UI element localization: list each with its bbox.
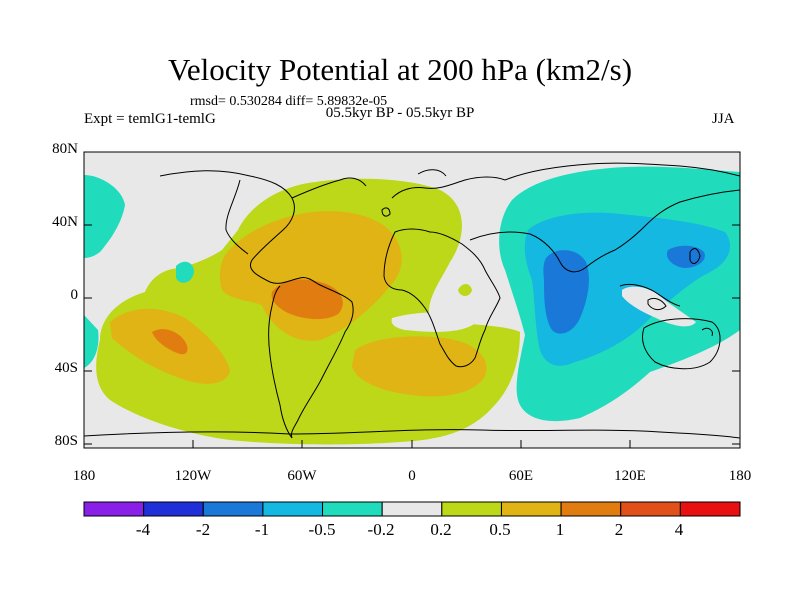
- lon-tick-label: 60W: [287, 468, 317, 484]
- positive-region-arabia: [458, 284, 472, 296]
- negative-region-dateline-north: [84, 175, 125, 258]
- colorbar-box: [143, 501, 204, 517]
- negative-region-north-pacific: [176, 261, 194, 283]
- stats-line: rmsd= 0.530284 diff= 5.89832e-05: [190, 94, 388, 109]
- colorbar-box: [620, 501, 681, 517]
- colorbar: [83, 501, 741, 517]
- lat-tick-label: 80S: [54, 433, 78, 449]
- chart-title: Velocity Potential at 200 hPa (km2/s): [167, 52, 633, 87]
- lat-tick-label: 0: [70, 287, 79, 303]
- colorbar-box: [560, 501, 622, 517]
- lon-tick-label: 0: [408, 468, 416, 484]
- colorbar-box: [202, 501, 264, 517]
- dark-orange-region-amazon: [271, 279, 343, 320]
- lat-tick-label: 40S: [54, 360, 78, 376]
- dark-blue-region-west-pacific: [666, 245, 705, 268]
- negative-region-dateline-south: [84, 315, 99, 368]
- lon-tick-label: 120E: [614, 468, 646, 484]
- colorbar-label: 2: [614, 520, 624, 539]
- lon-tick-label: 120W: [174, 468, 212, 484]
- dark-orange-region-pacific: [152, 329, 188, 355]
- colorbar-box: [262, 501, 324, 517]
- lat-tick-label: 80N: [52, 141, 78, 157]
- colorbar-label: -4: [135, 520, 151, 539]
- colorbar-label: 0.2: [430, 520, 452, 539]
- colorbar-box: [322, 501, 383, 517]
- experiment-label: Expt = temlG1-temlG: [84, 111, 216, 127]
- orange-region-americas: [219, 211, 402, 341]
- orange-region-south-atlantic: [352, 336, 487, 397]
- colorbar-label: -1: [254, 520, 270, 539]
- colorbar-box: [679, 501, 741, 517]
- colorbar-label: 1: [555, 520, 565, 539]
- colorbar-label: -0.5: [308, 520, 336, 539]
- colorbar-label: -2: [195, 520, 211, 539]
- axis-ticks: [83, 151, 741, 448]
- lon-tick-label: 60E: [508, 468, 534, 484]
- period-label: 05.5kyr BP - 05.5kyr BP: [325, 105, 475, 121]
- colorbar-box: [83, 501, 145, 517]
- colorbar-box: [500, 501, 562, 517]
- lat-tick-label: 40N: [52, 214, 78, 230]
- colorbar-box: [441, 501, 502, 517]
- colorbar-label: -0.2: [367, 520, 395, 539]
- map-plot-area: [84, 152, 740, 448]
- lon-tick-label: 180: [72, 468, 96, 484]
- season-label: JJA: [712, 111, 735, 127]
- neutral-region-maritime-continent: [622, 286, 696, 327]
- colorbar-box: [381, 501, 443, 517]
- lon-tick-label: 180: [728, 468, 752, 484]
- coastlines: [84, 162, 740, 439]
- neutral-region-south-atlantic: [391, 312, 478, 332]
- colorbar-label: 4: [674, 520, 684, 539]
- colorbar-label: 0.5: [489, 520, 511, 539]
